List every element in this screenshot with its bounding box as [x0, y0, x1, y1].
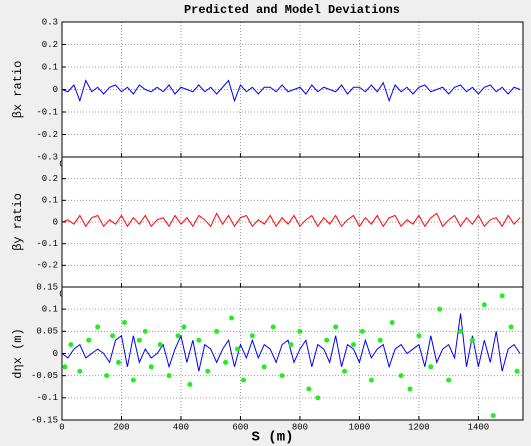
- x-tick-label: 1400: [468, 422, 490, 432]
- y-tick-label: -0.15: [31, 415, 58, 425]
- marker: [223, 359, 229, 365]
- marker: [77, 368, 83, 374]
- plot-frame: [61, 286, 524, 421]
- marker: [136, 337, 142, 343]
- marker: [68, 342, 74, 348]
- marker: [240, 377, 246, 383]
- x-tick-label: 600: [232, 422, 248, 432]
- marker: [142, 328, 148, 334]
- marker: [398, 373, 404, 379]
- x-tick-label: 1200: [408, 422, 430, 432]
- data-line: [62, 313, 521, 372]
- plot-layer: [62, 79, 521, 103]
- marker: [261, 364, 267, 370]
- marker: [469, 337, 475, 343]
- y-tick-label: 0: [53, 85, 58, 95]
- marker: [428, 364, 434, 370]
- y-tick-label: -0.1: [36, 239, 58, 249]
- marker: [288, 342, 294, 348]
- y-tick-label: -0.1: [36, 107, 58, 117]
- marker: [315, 395, 321, 401]
- marker: [121, 319, 127, 325]
- y-tick-label: -0.2: [36, 261, 58, 271]
- y-tick-label: 0.3: [42, 17, 58, 27]
- marker: [196, 337, 202, 343]
- y-tick-label: -0.3: [36, 152, 58, 162]
- marker: [130, 377, 136, 383]
- y-tick-label: -0.05: [31, 371, 58, 381]
- marker: [389, 319, 395, 325]
- marker: [62, 364, 68, 370]
- marker: [110, 333, 116, 339]
- x-tick-label: 400: [173, 422, 189, 432]
- data-line: [62, 79, 521, 103]
- x-tick-label: 200: [113, 422, 129, 432]
- marker: [297, 328, 303, 334]
- marker: [234, 346, 240, 352]
- x-tick-label: 800: [292, 422, 308, 432]
- marker: [229, 315, 235, 321]
- marker: [437, 306, 443, 312]
- marker: [446, 377, 452, 383]
- marker: [104, 373, 110, 379]
- y-tick-label: 0.2: [42, 40, 58, 50]
- y-tick-label: -0.1: [36, 393, 58, 403]
- plot-layer: [62, 293, 521, 419]
- y-axis-label: βx ratio: [11, 61, 25, 119]
- marker: [205, 368, 211, 374]
- marker: [481, 302, 487, 308]
- marker: [116, 359, 122, 365]
- y-axis-label: βy ratio: [11, 193, 25, 251]
- marker: [86, 337, 92, 343]
- y-tick-label: -0.2: [36, 130, 58, 140]
- marker: [175, 333, 181, 339]
- marker: [377, 337, 383, 343]
- marker: [166, 373, 172, 379]
- marker: [181, 324, 187, 330]
- marker: [350, 342, 356, 348]
- y-tick-label: 0.1: [42, 196, 58, 206]
- marker: [458, 328, 464, 334]
- y-tick-label: 0.1: [42, 305, 58, 315]
- marker: [490, 413, 496, 419]
- x-tick-label: 0: [59, 422, 64, 432]
- marker: [187, 382, 193, 388]
- y-tick-label: 0.1: [42, 62, 58, 72]
- y-tick-label: 0.15: [36, 282, 58, 292]
- y-tick-label: 0.05: [36, 327, 58, 337]
- y-tick-label: 0: [53, 217, 58, 227]
- marker: [249, 333, 255, 339]
- marker: [342, 368, 348, 374]
- marker: [270, 324, 276, 330]
- y-tick-label: 0.2: [42, 174, 58, 184]
- y-axis-label: dηx (m): [11, 328, 25, 378]
- plot-layer: [62, 212, 521, 228]
- y-tick-label: 0: [53, 349, 58, 359]
- data-line: [62, 212, 521, 228]
- x-tick-label: 1000: [349, 422, 371, 432]
- marker: [324, 337, 330, 343]
- marker: [359, 328, 365, 334]
- marker: [214, 328, 220, 334]
- chart-title: Predicted and Model Deviations: [184, 3, 400, 17]
- marker: [368, 377, 374, 383]
- marker: [148, 364, 154, 370]
- marker: [157, 342, 163, 348]
- x-axis-label: S (m): [251, 430, 293, 446]
- marker: [407, 386, 413, 392]
- marker: [333, 324, 339, 330]
- marker: [95, 324, 101, 330]
- marker: [416, 333, 422, 339]
- marker: [279, 373, 285, 379]
- marker: [508, 324, 514, 330]
- marker: [499, 293, 505, 299]
- marker: [514, 368, 520, 374]
- marker: [306, 386, 312, 392]
